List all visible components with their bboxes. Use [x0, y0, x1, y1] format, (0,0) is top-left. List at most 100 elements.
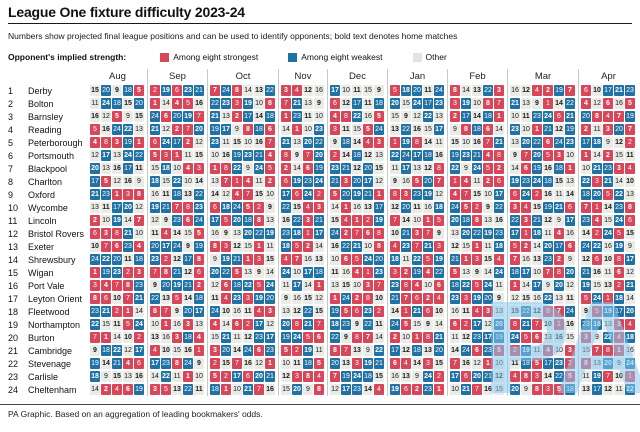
fixture-cell: 15	[423, 124, 433, 135]
fixture-cell: 1	[614, 345, 624, 356]
fixture-cell: 8	[150, 306, 160, 317]
fixture-cell: 12	[254, 358, 264, 369]
fixture-cell: 10	[172, 163, 182, 174]
fixture-cell: 14	[314, 241, 324, 252]
fixture-cell: 7	[330, 371, 340, 382]
month-group-cells: 13 20 22 19 23	[447, 227, 505, 240]
fixture-cell: 2	[472, 202, 482, 213]
fixture-cell: 16	[281, 215, 291, 226]
fixture-cell: 8	[194, 254, 204, 265]
fixture-cell: 13	[450, 228, 460, 239]
month-group-cells: 17 6 24 2	[278, 188, 325, 201]
fixture-cell: 21	[281, 137, 291, 148]
fixture-cell: 15	[90, 85, 100, 96]
team-rank: 9	[8, 189, 14, 200]
fixture-cell: 2	[243, 319, 253, 330]
fixture-cell: 18	[265, 111, 275, 122]
fixture-cell: 21	[510, 98, 520, 109]
month-label: Apr	[601, 71, 616, 82]
month-group-cells: 3 19 10 8 7	[447, 97, 505, 110]
fixture-cell: 21	[194, 85, 204, 96]
fixture-cell: 13	[112, 150, 122, 161]
fixture-cell: 13	[412, 163, 422, 174]
fixture-cell: 2	[134, 332, 144, 343]
fixture-cell: 24	[330, 228, 340, 239]
month-group-cells: 15 7 8 1 16	[578, 344, 636, 357]
fixture-cell: 14	[363, 384, 373, 395]
fixture-cell: 21	[303, 319, 313, 330]
month-group-cells: 3 20 14 24 6 23	[207, 344, 276, 357]
fixture-cell: 11	[461, 306, 471, 317]
fixture-cell: 8	[330, 345, 340, 356]
month-group-cells: 21 7 6 2 4	[387, 292, 445, 305]
fixture-cell: 19	[221, 254, 231, 265]
fixture-cell: 18	[352, 150, 362, 161]
fixture-cell: 1	[374, 189, 384, 200]
fixture-cell: 10	[232, 384, 242, 395]
fixture-cell: 18	[90, 371, 100, 382]
fixture-cell: 13	[483, 215, 493, 226]
fixture-cell: 24	[303, 189, 313, 200]
month-group-cells: 14 1 16 13 17	[327, 201, 385, 214]
month-group-cells: 10 21 7 16 15	[447, 383, 505, 396]
fixture-cell: 3	[603, 124, 613, 135]
fixture-cell: 20	[303, 137, 313, 148]
fixture-cell: 3	[401, 189, 411, 200]
month-group-cells: 14 22 11 1 10	[147, 370, 205, 383]
fixture-cell: 9	[521, 384, 531, 395]
fixture-cell: 3	[292, 371, 302, 382]
fixture-cell: 8	[543, 306, 553, 317]
month-group-cells: 12 17 13 24 22	[90, 149, 145, 162]
fixture-cell: 7	[603, 371, 613, 382]
fixture-cell: 11	[521, 111, 531, 122]
fixture-cell: 10	[90, 241, 100, 252]
fixture-cell: 23	[625, 85, 635, 96]
fixture-cell: 8	[374, 241, 384, 252]
fixture-cell: 7	[494, 98, 504, 109]
month-group-cells: 17 5 20 18 8 13	[207, 214, 276, 227]
fixture-cell: 23	[314, 124, 324, 135]
fixture-cell: 2	[483, 176, 493, 187]
fixture-cell: 18	[592, 319, 602, 330]
fixture-cell: 14	[134, 306, 144, 317]
fixture-cell: 2	[194, 280, 204, 291]
month-group-cells: 8 9 7 20	[278, 149, 325, 162]
month-group-cells: 8 3 23 19 12	[387, 188, 445, 201]
fixture-cell: 5	[221, 215, 231, 226]
fixture-cell: 16	[314, 85, 324, 96]
fixture-cell: 4	[401, 358, 411, 369]
fixture-cell: 16	[194, 98, 204, 109]
month-group-cells: 20 8 4 7 19	[578, 110, 636, 123]
fixture-cell: 11	[423, 85, 433, 96]
fixture-cell: 23	[90, 306, 100, 317]
fixture-cell: 13	[265, 215, 275, 226]
fixture-cell: 21	[614, 85, 624, 96]
month-group-cells: 18 15 22 10 14	[147, 175, 205, 188]
fixture-cell: 21	[352, 241, 362, 252]
fixture-cell: 20	[565, 267, 575, 278]
fixture-cell: 2	[314, 189, 324, 200]
fixture-cell: 6	[161, 111, 171, 122]
fixture-cell: 18	[450, 280, 460, 291]
fixture-cell: 8	[554, 267, 564, 278]
fixture-cell: 14	[112, 332, 122, 343]
fixture-cell: 5	[303, 332, 313, 343]
fixture-cell: 21	[150, 124, 160, 135]
fixture-cell: 13	[434, 111, 444, 122]
fixture-cell: 1	[625, 371, 635, 382]
fixture-cell: 11	[472, 176, 482, 187]
fixture-cell: 13	[101, 163, 111, 174]
month-group-cells: 14 6 19 16 18 1	[507, 162, 576, 175]
fixture-cell: 5	[90, 124, 100, 135]
fixture-cell: 17	[423, 98, 433, 109]
fixture-cell: 7	[352, 228, 362, 239]
fixture-cell: 20	[352, 176, 362, 187]
fixture-cell: 11	[625, 150, 635, 161]
fixture-cell: 18	[363, 371, 373, 382]
team-row: 17 Leyton Orient 8 6 10 7 21 22 13 5 14 18 11 4 23 3 19 2…	[8, 292, 636, 305]
fixture-cell: 8	[303, 371, 313, 382]
month-group-cells: 12 9 23 6 24	[147, 214, 205, 227]
fixture-cell: 12	[172, 254, 182, 265]
fixture-cell: 7	[532, 319, 542, 330]
month-group-cells: 7 16 12 1 10	[447, 357, 505, 370]
